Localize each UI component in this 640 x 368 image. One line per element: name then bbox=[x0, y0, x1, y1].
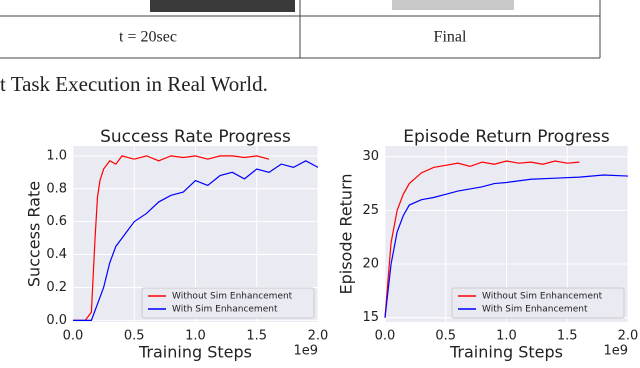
charts: 0.0 0.5 1.0 1.5 2.0 0.0 0.2 0.4 0.6 0.8 1.0 Success… bbox=[25, 127, 639, 362]
y-axis-label: Success Rate bbox=[25, 181, 44, 287]
x-tick-label: 0.5 bbox=[124, 329, 145, 344]
x-tick-label: 1.5 bbox=[246, 329, 267, 344]
chart-title: Success Rate Progress bbox=[100, 127, 291, 147]
series-line bbox=[384, 174, 629, 318]
chart-title: Episode Return Progress bbox=[403, 127, 610, 147]
legend-entry: With Sim Enhancement bbox=[482, 305, 588, 315]
x-tick-label: 1.0 bbox=[496, 329, 517, 344]
y-tick-label: 0.4 bbox=[46, 247, 67, 262]
y-tick-label: 0.8 bbox=[46, 181, 67, 196]
y-tick-label: 20 bbox=[362, 257, 379, 272]
y-tick-label: 1.0 bbox=[46, 148, 67, 163]
x-tick-label: 1.5 bbox=[557, 329, 578, 344]
y-tick-label: 30 bbox=[362, 149, 379, 164]
x-offset: 1e9 bbox=[603, 344, 628, 359]
x-tick-label: 0.0 bbox=[375, 329, 396, 344]
legend-entry: Without Sim Enhancement bbox=[482, 292, 603, 302]
table-cell: t = 20sec bbox=[119, 29, 177, 46]
x-axis-label: Training Steps bbox=[449, 343, 563, 362]
y-tick-label: 0.2 bbox=[46, 280, 67, 295]
series-line bbox=[73, 160, 319, 321]
series-line bbox=[384, 160, 580, 318]
y-tick-label: 15 bbox=[362, 310, 379, 325]
table-cell: Final bbox=[434, 29, 467, 46]
x-offset: 1e9 bbox=[293, 344, 318, 359]
legend-box bbox=[141, 287, 315, 319]
legend-entry: Without Sim Enhancement bbox=[172, 292, 293, 302]
photo-left bbox=[150, 0, 295, 12]
x-tick-label: 2.0 bbox=[618, 329, 639, 344]
caption: t Task Execution in Real World. bbox=[0, 72, 268, 96]
x-tick-label: 2.0 bbox=[308, 329, 329, 344]
y-tick-label: 25 bbox=[362, 203, 379, 218]
legend-box bbox=[451, 287, 625, 319]
series-line bbox=[73, 155, 270, 321]
x-axis-label: Training Steps bbox=[138, 343, 252, 362]
x-tick-label: 0.5 bbox=[435, 329, 456, 344]
y-tick-label: 0.6 bbox=[46, 214, 67, 229]
legend-entry: With Sim Enhancement bbox=[172, 305, 278, 315]
x-tick-label: 0.0 bbox=[63, 329, 84, 344]
photo-right bbox=[392, 0, 514, 10]
x-tick-label: 1.0 bbox=[185, 329, 206, 344]
y-tick-label: 0.0 bbox=[46, 313, 67, 328]
y-axis-label: Episode Return bbox=[337, 173, 356, 294]
